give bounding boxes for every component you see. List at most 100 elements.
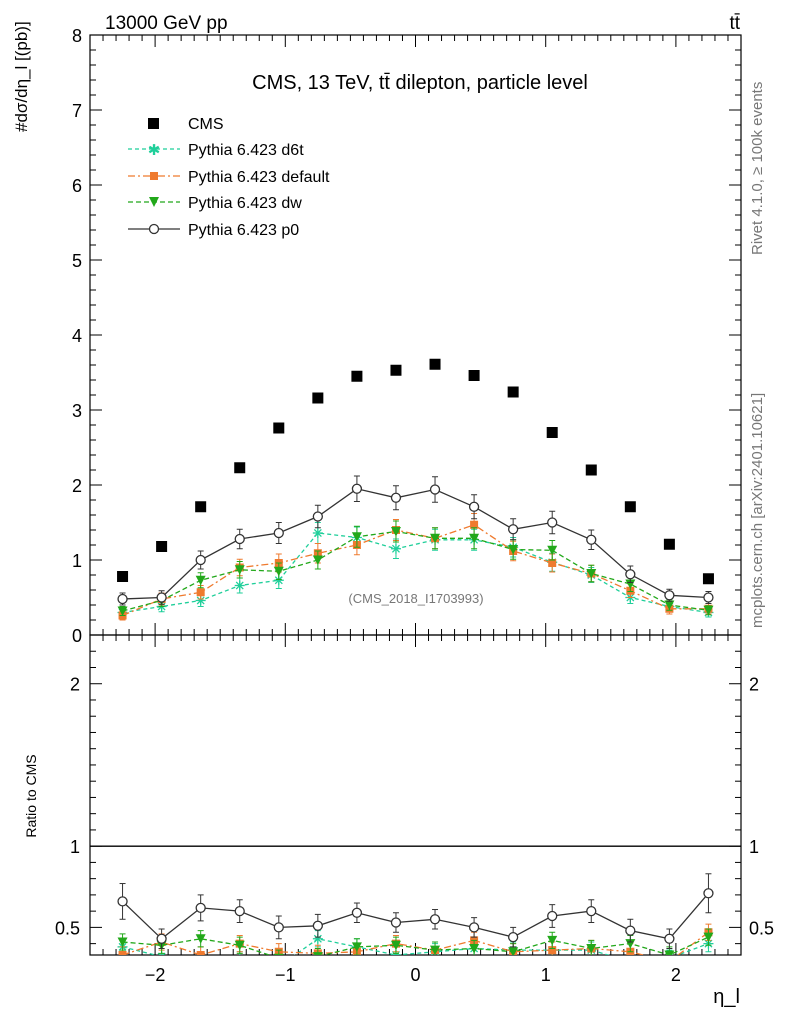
data-point-dw	[312, 555, 323, 565]
series-data	[117, 358, 714, 585]
data-point-p0	[390, 492, 402, 503]
data-point-dw	[430, 533, 441, 544]
y-tick-label: 8	[72, 26, 82, 46]
data-point-default	[548, 559, 557, 567]
ratio-point-dw	[508, 947, 519, 955]
data-point-d6t	[234, 580, 245, 591]
ratio-point-p0	[312, 920, 324, 931]
data-point-data	[468, 370, 480, 381]
x-tick-label: 0	[410, 965, 420, 985]
y-tick-label: 5	[72, 251, 82, 271]
data-point-p0	[351, 483, 363, 494]
legend-item-dw: Pythia 6.423 dw	[128, 195, 302, 212]
data-point-p0	[312, 511, 324, 522]
ratio-y-tick-label: 2	[70, 675, 80, 695]
legend-marker-d6t: ✱	[148, 141, 161, 159]
legend-item-d6t: ✱ Pythia 6.423 d6t	[128, 141, 304, 159]
data-point-data	[390, 364, 402, 376]
legend-marker-default	[150, 172, 158, 180]
data-point-dw	[351, 532, 362, 542]
data-point-dw	[390, 527, 401, 537]
y-tick-label: 3	[72, 401, 82, 421]
ratio-point-dw	[234, 940, 245, 951]
x-tick-label: 1	[541, 965, 551, 985]
ratio-y-tick-label: 1	[70, 837, 80, 857]
series-line-dw	[122, 530, 709, 612]
data-point-p0	[508, 524, 519, 535]
legend: CMS ✱ Pythia 6.423 d6t Pythia 6.423 defa…	[128, 116, 330, 239]
ratio-y-tick-label: 0.5	[55, 918, 80, 938]
ratio-point-dw	[469, 944, 480, 954]
ratio-point-default	[548, 946, 557, 955]
ratio-point-dw	[547, 935, 558, 946]
ratio-point-dw	[390, 940, 401, 951]
y-axis-label: #dσ/dη_l [(pb)]	[12, 21, 31, 132]
series-line-p0	[122, 488, 709, 600]
data-point-p0	[117, 593, 128, 605]
legend-label-p0: Pythia 6.423 p0	[188, 222, 299, 239]
legend-marker-dw	[149, 197, 159, 207]
y-tick-label: 4	[72, 326, 82, 346]
ratio-point-dw	[312, 952, 323, 955]
data-point-p0	[625, 569, 636, 580]
ratio-point-p0	[703, 888, 714, 899]
data-point-p0	[195, 554, 206, 566]
legend-label-dw: Pythia 6.423 dw	[188, 195, 302, 212]
ratio-point-p0	[195, 902, 206, 914]
data-point-p0	[547, 517, 558, 528]
ratio-point-p0	[351, 907, 363, 918]
data-point-data	[117, 571, 129, 582]
data-point-d6t	[273, 575, 284, 586]
ratio-point-p0	[468, 922, 480, 933]
data-point-default	[470, 520, 479, 529]
ratio-point-dw	[664, 950, 675, 955]
ratio-point-p0	[117, 896, 128, 907]
ratio-series	[117, 873, 714, 966]
data-point-data	[702, 573, 714, 585]
data-point-dw	[508, 545, 519, 555]
ratio-plot-frame	[89, 634, 742, 956]
ratio-point-p0	[273, 922, 284, 933]
ratio-point-p0	[390, 917, 402, 928]
ratio-point-dw	[351, 942, 362, 952]
data-point-data	[234, 462, 246, 474]
data-point-dw	[195, 575, 206, 586]
data-point-data	[585, 464, 597, 476]
data-point-dw	[664, 600, 675, 610]
data-point-p0	[273, 527, 284, 539]
data-point-dw	[273, 566, 284, 577]
data-point-dw	[547, 545, 558, 556]
data-point-p0	[586, 534, 597, 545]
ratio-line-default	[122, 931, 709, 955]
ratio-point-p0	[586, 905, 597, 917]
x-axis-label: η_l	[713, 986, 740, 1008]
ratio-point-d6t	[625, 956, 635, 966]
ratio-series-default	[118, 923, 713, 955]
ratio-line-dw	[122, 936, 709, 955]
legend-item-cms: CMS	[148, 116, 224, 133]
ratio-point-dw	[273, 953, 284, 955]
ratio-point-dw	[430, 945, 441, 955]
ratio-point-p0	[429, 914, 441, 925]
ratio-point-d6t	[239, 954, 241, 955]
ratio-y-tick-label-right: 2	[749, 675, 759, 695]
main-series	[117, 358, 714, 621]
ratio-series-dw	[117, 928, 714, 955]
x-tick-label: −2	[145, 965, 166, 985]
legend-label-d6t: Pythia 6.423 d6t	[188, 142, 304, 159]
data-point-data	[312, 392, 324, 404]
ratio-point-p0	[234, 905, 245, 917]
legend-label-cms: CMS	[188, 116, 224, 133]
ratio-point-p0	[508, 931, 519, 943]
ratio-point-d6t	[312, 933, 323, 944]
data-point-default	[196, 588, 205, 597]
plot-title: CMS, 13 TeV, tt̄ dilepton, particle leve…	[252, 72, 588, 94]
series-p0	[117, 475, 714, 606]
data-point-dw	[586, 569, 597, 579]
ratio-y-tick-label-right: 1	[749, 837, 759, 857]
series-line-default	[122, 524, 709, 617]
ratio-point-p0	[664, 933, 675, 944]
data-point-p0	[429, 484, 441, 495]
ratio-point-dw	[586, 944, 597, 954]
